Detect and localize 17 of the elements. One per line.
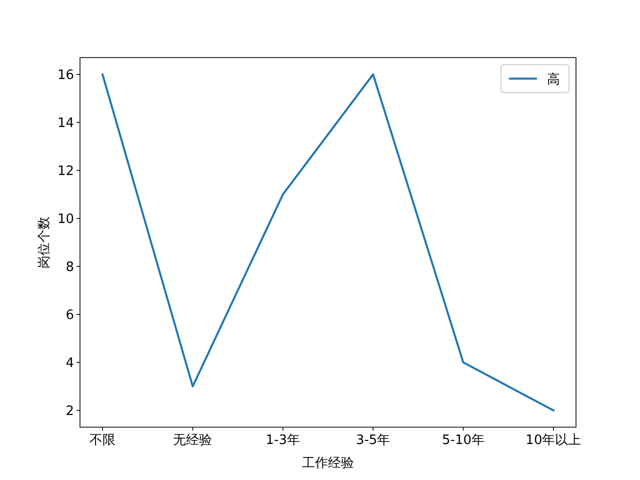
x-tick-label: 10年以上 <box>526 433 582 448</box>
x-tick-label: 5-10年 <box>442 433 485 448</box>
y-tick-label: 12 <box>57 164 74 179</box>
x-tick-label: 无经验 <box>173 433 212 448</box>
y-tick-label: 14 <box>57 116 74 131</box>
y-tick-label: 8 <box>66 260 74 275</box>
y-tick-label: 16 <box>57 68 74 83</box>
y-axis-title: 岗位个数 <box>37 216 52 268</box>
x-tick-label: 1-3年 <box>266 433 300 448</box>
x-axis-title: 工作经验 <box>302 456 354 472</box>
x-tick-label: 不限 <box>90 433 116 448</box>
y-tick-label: 4 <box>66 356 74 371</box>
y-tick-label: 10 <box>57 212 74 227</box>
x-tick-label: 3-5年 <box>356 433 390 448</box>
legend-label: 高 <box>547 72 560 88</box>
y-tick-label: 6 <box>66 308 74 323</box>
y-tick-label: 2 <box>66 404 74 419</box>
